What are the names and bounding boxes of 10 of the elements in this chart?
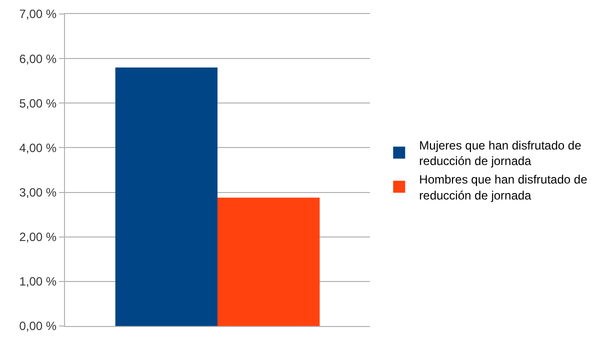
y-tick-label: 1,00 % (19, 274, 57, 289)
y-tick-label: 7,00 % (19, 7, 57, 22)
legend-label: Mujeres que han disfrutado de reducción de jornada (419, 138, 582, 168)
legend-label: Hombres que han disfrutado de reducción de jornada (419, 172, 588, 202)
y-tick-label: 2,00 % (19, 230, 57, 244)
y-tick-label: 6,00 % (19, 52, 57, 66)
y-tick-label: 5,00 % (19, 96, 57, 110)
y-tick-label: 4,00 % (19, 140, 57, 155)
y-tick-label: 0,00 % (19, 319, 57, 334)
y-tick-label: 3,00 % (19, 185, 57, 200)
